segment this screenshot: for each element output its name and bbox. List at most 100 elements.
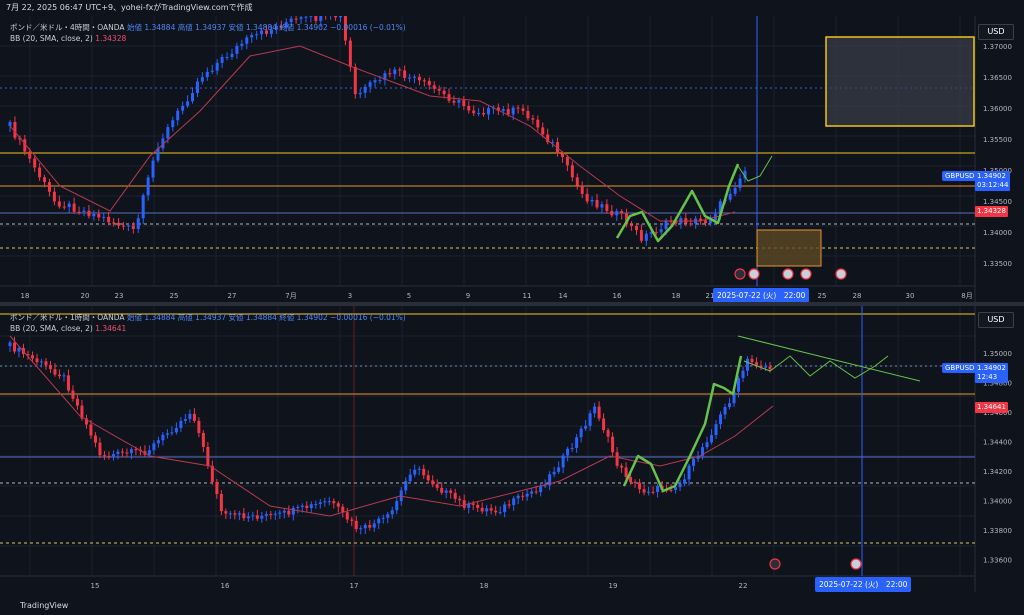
candle-body <box>388 73 392 75</box>
candle-body <box>282 510 286 513</box>
candle-body <box>390 510 394 515</box>
candle-body <box>278 512 282 514</box>
candle-body <box>336 503 340 507</box>
candle-body <box>629 477 633 483</box>
candle-body <box>595 199 599 208</box>
candle-body <box>472 110 476 114</box>
candle-body <box>343 16 347 41</box>
green-wave-drawing <box>622 355 743 493</box>
candle-body <box>287 510 291 515</box>
y-tick-label: 1.33600 <box>983 557 1012 565</box>
candle-body <box>449 490 453 493</box>
candle-body <box>309 16 313 17</box>
candle-body <box>120 451 124 453</box>
legend-bb-row: BB (20, SMA, close, 2) 1.34328 <box>10 34 126 43</box>
candle-body <box>62 375 66 377</box>
chart-panel-1h[interactable]: 1.35000 1.34800 1.34600 1.34400 1.34200 1.340… <box>0 306 1024 592</box>
candle-body <box>309 504 313 508</box>
candle-body <box>737 378 741 392</box>
candle-body <box>516 107 520 109</box>
candle-body <box>381 517 385 519</box>
candle-body <box>575 177 579 186</box>
candle-body <box>134 449 138 451</box>
currency-button[interactable]: USD <box>978 312 1014 328</box>
candle-body <box>242 513 246 519</box>
candle-body <box>633 482 637 484</box>
bb-price-tag: 1.34328 <box>975 206 1008 217</box>
pane-divider[interactable] <box>0 302 1024 306</box>
chart-canvas-4h[interactable]: 1.370001.365001.360001.355001.350001.345… <box>0 16 1024 302</box>
candle-body <box>511 107 515 115</box>
candle-body <box>341 506 345 513</box>
candle-body <box>284 22 288 28</box>
legend-symbol: ポンド／米ドル・1時間・OANDA <box>10 313 125 322</box>
symbol-tag: GBPUSD <box>942 363 978 373</box>
candle-body <box>718 201 722 215</box>
candle-body <box>408 77 412 79</box>
candle-body <box>197 420 201 434</box>
candle-body <box>575 437 579 448</box>
candle-body <box>557 467 561 472</box>
candle-body <box>141 195 145 219</box>
candle-body <box>741 370 745 379</box>
y-tick-label: 1.34000 <box>983 229 1012 237</box>
candle-body <box>13 122 17 138</box>
chart-title: 7月 22, 2025 06:47 UTC+9、yohei-fxがTrading… <box>0 0 1024 16</box>
candle-body <box>372 523 376 528</box>
y-tick-label: 1.34600 <box>983 409 1012 417</box>
candle-body <box>102 455 106 457</box>
x-tick-label: 8月 <box>961 292 972 300</box>
candle-body <box>35 358 39 363</box>
candle-body <box>437 88 441 91</box>
candle-body <box>486 108 490 115</box>
projection-drawing <box>737 155 773 182</box>
candle-body <box>764 366 768 368</box>
candle-body <box>299 17 303 19</box>
candle-body <box>432 85 436 89</box>
candle-body <box>224 511 228 514</box>
candle-body <box>620 465 624 468</box>
candle-body <box>536 119 540 128</box>
candle-body <box>444 490 448 493</box>
event-flag-icon <box>769 558 781 570</box>
y-tick-label: 1.33800 <box>983 527 1012 535</box>
candle-body <box>593 406 597 414</box>
x-tick-label: 30 <box>906 292 915 300</box>
candle-body <box>89 424 93 436</box>
candle-body <box>651 491 655 493</box>
chart-canvas-1h[interactable]: 1.35000 1.34800 1.34600 1.34400 1.34200 1.340… <box>0 306 1024 592</box>
candle-body <box>561 455 565 468</box>
candle-body <box>501 109 505 111</box>
candle-body <box>494 510 498 513</box>
candle-body <box>305 505 309 508</box>
candle-body <box>669 489 673 491</box>
candle-body <box>417 468 421 470</box>
candle-body <box>260 30 264 35</box>
candle-body <box>126 225 130 227</box>
candle-body <box>560 153 564 157</box>
legend-symbol: ポンド／米ドル・4時間・OANDA <box>10 23 125 32</box>
candle-body <box>683 479 687 484</box>
x-tick-label: 23 <box>115 292 124 300</box>
candle-body <box>431 480 435 485</box>
chart-panel-4h[interactable]: 1.370001.365001.360001.355001.350001.345… <box>0 16 1024 303</box>
trendline-drawing <box>737 335 921 382</box>
candle-body <box>615 211 619 216</box>
candle-body <box>723 407 727 415</box>
crosshair-date-tag: 2025-07-22 (火) 22:00 <box>815 577 912 592</box>
candle-body <box>551 142 555 144</box>
candle-body <box>353 66 357 95</box>
currency-button[interactable]: USD <box>978 24 1014 40</box>
candle-body <box>240 43 244 46</box>
candle-body <box>378 80 382 82</box>
candle-body <box>654 232 658 234</box>
candle-body <box>531 118 535 120</box>
candle-body <box>692 458 696 466</box>
candle-body <box>659 229 663 233</box>
candle-body <box>408 474 412 482</box>
candle-body <box>570 447 574 449</box>
candle-body <box>215 482 219 494</box>
candle-body <box>129 449 133 454</box>
symbol-tag: GBPUSD <box>942 171 978 181</box>
candle-body <box>404 481 408 491</box>
